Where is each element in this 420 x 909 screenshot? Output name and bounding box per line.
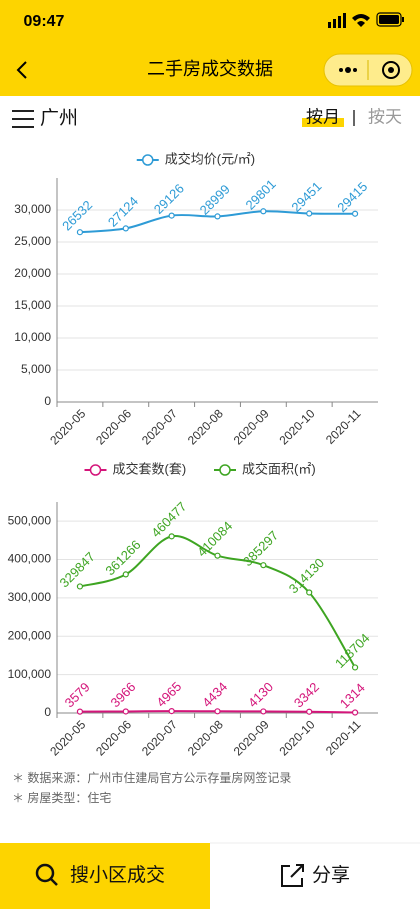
y-tick-label: 5,000 xyxy=(21,362,51,376)
point xyxy=(214,708,221,715)
data-label: 460477 xyxy=(148,499,189,540)
point xyxy=(306,210,313,217)
point xyxy=(260,562,267,569)
point xyxy=(76,583,84,590)
status-time: 09:47 xyxy=(24,13,65,30)
y-tick-label: 20,000 xyxy=(14,266,51,280)
data-label: 26532 xyxy=(59,197,95,233)
point xyxy=(76,708,84,715)
legend-marker xyxy=(89,464,102,476)
x-tick-label: 2020-07 xyxy=(139,717,180,758)
point xyxy=(76,229,84,236)
point xyxy=(351,709,359,716)
y-tick-label: 25,000 xyxy=(14,234,51,248)
y-tick-label: 0 xyxy=(44,394,51,408)
data-label: 4130 xyxy=(245,679,276,710)
back-button[interactable] xyxy=(16,61,27,79)
page-title: 二手房成交数据 xyxy=(147,59,273,79)
x-tick-label: 2020-07 xyxy=(139,406,180,447)
x-tick-label: 2020-10 xyxy=(277,406,318,447)
y-tick-label: 15,000 xyxy=(14,298,51,312)
y-tick-label: 100,000 xyxy=(8,667,52,681)
y-tick-label: 200,000 xyxy=(8,628,52,642)
point xyxy=(214,552,221,559)
toggle-day[interactable]: 按天 xyxy=(368,107,402,126)
x-tick-label: 2020-11 xyxy=(323,717,364,758)
y-tick-label: 400,000 xyxy=(8,552,52,566)
toggle-month[interactable]: 按月 xyxy=(306,107,340,126)
x-tick-label: 2020-05 xyxy=(47,406,88,447)
point xyxy=(351,210,359,217)
share-icon xyxy=(281,864,304,887)
y-tick-label: 10,000 xyxy=(14,330,51,344)
x-tick-label: 2020-09 xyxy=(231,717,272,758)
note: ＊ 数据来源：广州市住建局官方公示存量房网签记录 xyxy=(12,770,291,785)
legend-marker xyxy=(219,464,231,476)
share-label[interactable]: 分享 xyxy=(312,864,350,886)
point xyxy=(260,208,267,215)
legend-label: 成交套数(套) xyxy=(113,461,187,476)
data-label: 3579 xyxy=(62,679,93,710)
search-icon xyxy=(35,863,58,886)
data-label: 4965 xyxy=(153,679,184,710)
menu-icon[interactable] xyxy=(12,110,34,128)
data-label: 4434 xyxy=(199,679,230,710)
point xyxy=(168,707,175,715)
capsule[interactable] xyxy=(323,53,413,87)
data-label: 28999 xyxy=(197,182,233,218)
x-tick-label: 2020-10 xyxy=(277,717,318,758)
x-tick-label: 2020-06 xyxy=(93,717,134,758)
status-icons xyxy=(328,12,404,28)
point xyxy=(122,571,129,578)
data-label: 29126 xyxy=(151,181,187,217)
point xyxy=(214,213,221,220)
data-label: 3342 xyxy=(291,679,322,710)
x-tick-label: 2020-11 xyxy=(323,406,364,447)
data-label: 410084 xyxy=(194,518,235,559)
point xyxy=(306,708,313,715)
point xyxy=(122,225,129,232)
y-tick-label: 0 xyxy=(44,705,51,719)
search-label[interactable]: 搜小区成交 xyxy=(70,864,165,886)
data-label: 361266 xyxy=(102,537,143,578)
point xyxy=(351,664,359,671)
x-tick-label: 2020-08 xyxy=(185,717,226,758)
data-label: 27124 xyxy=(105,194,141,230)
city[interactable]: 广州 xyxy=(40,107,78,129)
data-label: 29451 xyxy=(288,179,324,215)
point xyxy=(168,212,175,219)
active-highlight xyxy=(302,118,344,127)
legend-label: 成交面积(㎡) xyxy=(242,461,316,476)
x-tick-label: 2020-06 xyxy=(93,406,134,447)
x-tick-label: 2020-05 xyxy=(47,717,88,758)
data-label: 385297 xyxy=(240,528,281,569)
note: ＊ 房屋类型：住宅 xyxy=(12,790,111,805)
legend-marker xyxy=(142,154,154,166)
x-tick-label: 2020-08 xyxy=(185,406,226,447)
y-tick-label: 500,000 xyxy=(8,513,52,527)
x-tick-label: 2020-09 xyxy=(231,406,272,447)
search-button[interactable] xyxy=(0,843,210,909)
data-label: 1314 xyxy=(337,680,368,711)
point xyxy=(260,708,267,715)
y-tick-label: 30,000 xyxy=(14,202,51,216)
data-label: 3966 xyxy=(108,679,139,710)
data-label: 29801 xyxy=(243,176,279,212)
y-tick-label: 300,000 xyxy=(8,590,52,604)
point xyxy=(122,708,129,715)
point xyxy=(168,533,175,540)
point xyxy=(306,589,313,596)
legend-label: 成交均价(元/㎡) xyxy=(165,151,255,166)
